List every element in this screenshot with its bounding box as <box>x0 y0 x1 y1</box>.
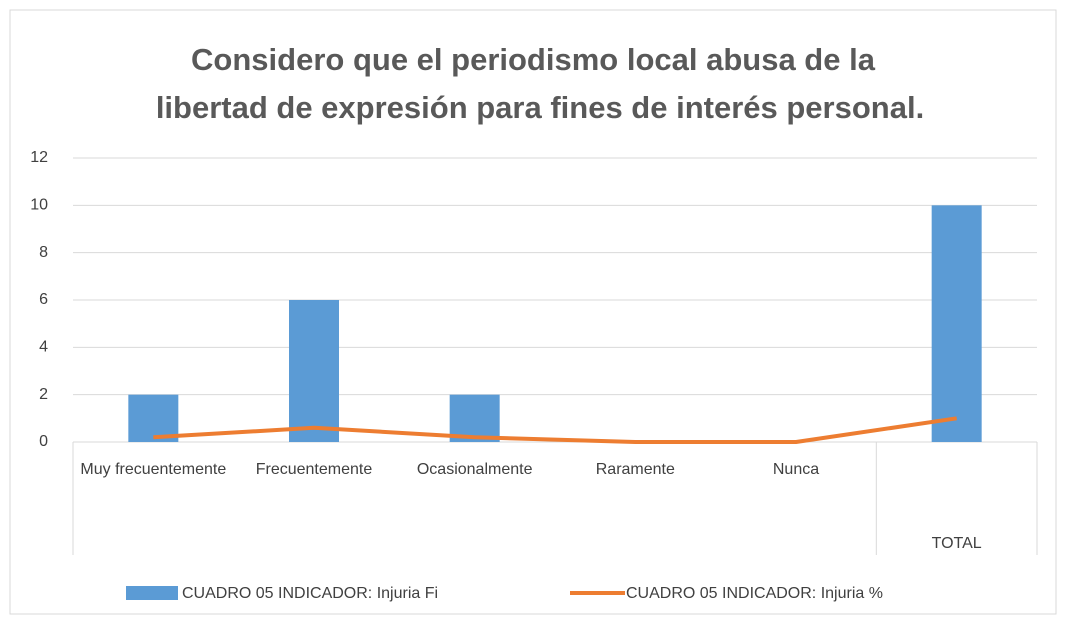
bar <box>289 300 339 442</box>
x-tick-label: Frecuentemente <box>255 461 373 478</box>
x-tick-label: Muy frecuentemente <box>80 461 227 478</box>
line <box>153 416 957 444</box>
chart-title: Considero que el periodismo local abusa … <box>191 42 876 77</box>
chart-border <box>9 9 1057 615</box>
y-tick-label: 4 <box>39 339 48 356</box>
bar <box>128 394 179 442</box>
y-tick-label: 0 <box>39 433 48 450</box>
x-tick-label: TOTAL <box>931 535 982 552</box>
x-tick-label: Ocasionalmente <box>416 461 533 478</box>
y-tick-label: 10 <box>30 197 48 214</box>
legend-label: CUADRO 05 INDICADOR: Injuria % <box>626 585 883 602</box>
chart-title: libertad de expresión para fines de inte… <box>156 90 924 125</box>
legend-swatch <box>126 586 178 600</box>
y-tick-label: 12 <box>30 149 48 166</box>
x-tick-label: Nunca <box>772 461 820 478</box>
x-tick-label: Raramente <box>595 461 675 478</box>
bar <box>931 205 982 442</box>
legend-label: CUADRO 05 INDICADOR: Injuria Fi <box>182 585 438 602</box>
y-tick-label: 8 <box>39 244 48 261</box>
bar <box>449 394 500 442</box>
y-tick-label: 6 <box>39 291 48 308</box>
y-tick-label: 2 <box>39 386 48 403</box>
